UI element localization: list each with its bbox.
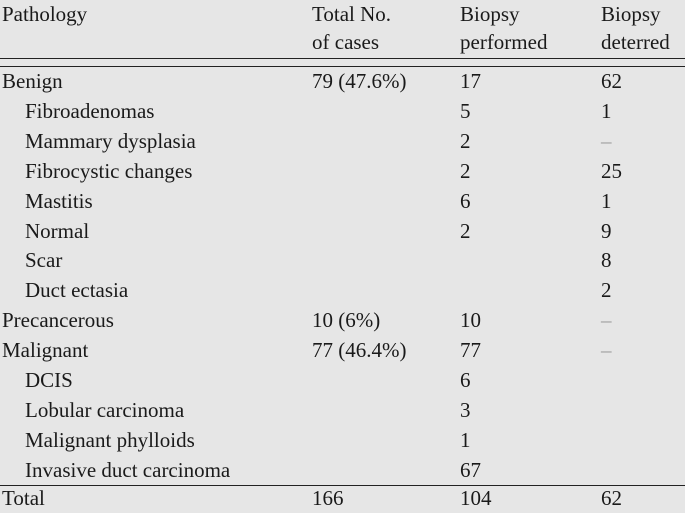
row-pathology: Precancerous: [2, 308, 114, 333]
row-biopsy-deterred: 1: [601, 188, 612, 213]
total-divider: [0, 485, 685, 486]
table-row: Lobular carcinoma 3: [0, 395, 685, 425]
row-biopsy-deterred: 8: [601, 248, 612, 273]
header-pathology: Pathology: [2, 0, 87, 28]
header-total-cases: Total No. of cases: [312, 0, 391, 56]
row-biopsy-performed: 10: [460, 308, 481, 333]
row-pathology: DCIS: [25, 368, 73, 392]
row-biopsy-deterred: –: [601, 308, 612, 333]
table-row: Malignant phylloids 1: [0, 425, 685, 455]
header-biopsy-deterred: Biopsy deterred: [601, 0, 670, 56]
row-pathology: Fibrocystic changes: [25, 158, 193, 183]
row-biopsy-deterred: 9: [601, 218, 612, 243]
row-total-cases: 10 (6%): [312, 308, 381, 333]
row-biopsy-performed: 3: [460, 397, 471, 422]
row-biopsy-performed: 2: [460, 158, 471, 183]
row-pathology: Benign: [2, 69, 63, 93]
row-pathology: Fibroadenomas: [25, 98, 155, 123]
row-biopsy-deterred: –: [601, 338, 612, 363]
header-total-cases-line-2: of cases: [312, 30, 380, 54]
row-biopsy-deterred: 25: [601, 158, 622, 183]
row-pathology: Normal: [25, 218, 90, 243]
row-pathology: Lobular carcinoma: [25, 397, 185, 422]
row-biopsy-performed: 6: [460, 188, 471, 213]
row-pathology: Duct ectasia: [25, 278, 129, 303]
header-top-divider: [0, 58, 685, 59]
row-biopsy-performed: 77: [460, 338, 481, 363]
row-pathology: Mammary dysplasia: [25, 128, 196, 153]
total-row-deterred: 62: [601, 486, 622, 510]
row-biopsy-deterred: 1: [601, 98, 612, 123]
table-row: Mastitis 6 1: [0, 186, 685, 216]
total-row-performed: 104: [460, 486, 492, 510]
table-row: Malignant 77 (46.4%) 77 –: [0, 335, 685, 365]
table-row: DCIS 6: [0, 365, 685, 395]
header-biopsy-deterred-line-2: deterred: [601, 30, 670, 54]
table-row: Fibroadenomas 5 1: [0, 96, 685, 126]
table-row: Scar 8: [0, 245, 685, 275]
row-total-cases: 77 (46.4%): [312, 338, 407, 363]
header-pathology-line-1: Pathology: [2, 2, 88, 26]
total-row-label: Total: [2, 486, 45, 510]
row-biopsy-performed: 1: [460, 427, 471, 452]
row-pathology: Scar: [25, 248, 63, 273]
row-pathology: Malignant phylloids: [25, 427, 195, 452]
row-total-cases: 79 (47.6%): [312, 69, 407, 93]
table-row: Invasive duct carcinoma 67: [0, 455, 685, 485]
header-total-cases-line-1: Total No.: [312, 2, 392, 26]
row-biopsy-performed: 2: [460, 218, 471, 243]
table-total-row: Total 166 104 62: [0, 483, 685, 513]
header-biopsy-performed-line-2: performed: [460, 30, 548, 54]
table-row: Mammary dysplasia 2 –: [0, 126, 685, 156]
header-biopsy-deterred-line-1: Biopsy: [601, 2, 661, 26]
row-biopsy-deterred: 2: [601, 278, 612, 303]
row-biopsy-performed: 6: [460, 368, 471, 392]
row-biopsy-deterred: –: [601, 128, 612, 153]
row-pathology: Mastitis: [25, 188, 93, 213]
header-biopsy-performed-line-1: Biopsy: [460, 2, 520, 26]
table-row: Fibrocystic changes 2 25: [0, 156, 685, 186]
table-row: Precancerous 10 (6%) 10 –: [0, 305, 685, 335]
header-biopsy-performed: Biopsy performed: [460, 0, 547, 56]
header-bottom-divider: [0, 66, 685, 67]
row-biopsy-performed: 2: [460, 128, 471, 153]
row-biopsy-performed: 17: [460, 69, 481, 93]
row-biopsy-performed: 67: [460, 457, 481, 482]
row-biopsy-deterred: 62: [601, 69, 622, 93]
table-row: Normal 2 9: [0, 216, 685, 246]
table-row: Benign 79 (47.6%) 17 62: [0, 66, 685, 96]
total-row-cases: 166: [312, 486, 344, 510]
table-row: Duct ectasia 2: [0, 275, 685, 305]
row-biopsy-performed: 5: [460, 98, 471, 123]
row-pathology: Invasive duct carcinoma: [25, 457, 231, 482]
row-pathology: Malignant: [2, 338, 89, 363]
